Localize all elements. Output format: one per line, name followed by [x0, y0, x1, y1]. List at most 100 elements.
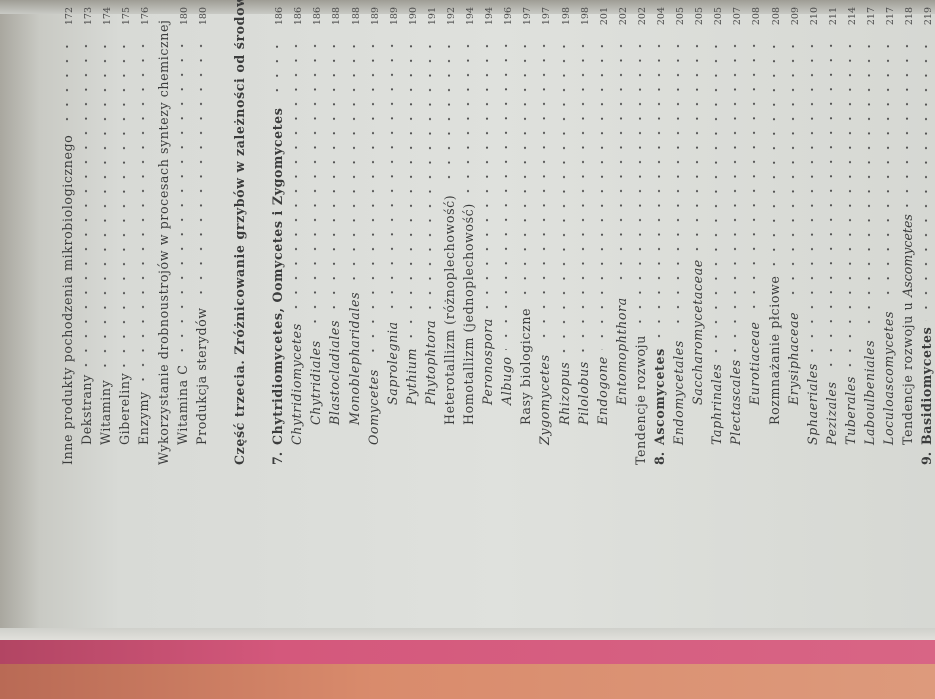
dot-leader [768, 39, 779, 270]
toc-entry-title: Enzymy [136, 391, 152, 445]
toc-entry-title: Wykorzystanie drobnoustrojów w procesach… [155, 19, 171, 465]
page-number: 208 [770, 7, 782, 26]
dot-leader [62, 39, 73, 129]
dot-leader [463, 39, 474, 198]
page-number: 217 [866, 7, 878, 26]
toc-entry-title: Laboulbeniales [862, 339, 878, 445]
toc-entry-title: Witaminy [98, 379, 114, 445]
toc-entry: Produkcja sterydów 180 [190, 7, 209, 465]
toc-entry-title: Monoblepharidales [346, 291, 362, 425]
dot-leader [711, 39, 722, 358]
dot-leader [367, 39, 378, 364]
toc-entry-title: Plectascales [728, 359, 744, 445]
book-cover-pink [0, 640, 935, 666]
toc-entry: Phytophtora 191 [419, 7, 438, 465]
toc-entry: Dekstrany 173 [75, 7, 94, 465]
dot-leader [749, 39, 760, 316]
toc-entry: Pilolobus 198 [572, 7, 591, 465]
toc-entry-title: Taphrinales [709, 363, 725, 445]
toc-entry-title: Endomycetales [671, 340, 687, 445]
toc-entry-title: Pythium [403, 347, 419, 405]
dot-leader [825, 39, 836, 376]
page-number: 218 [904, 7, 916, 26]
toc-entry-title: Erysiphaceae [785, 311, 801, 405]
toc-entry: Entomophthora 202 [610, 7, 629, 465]
chapter-number: 9. [919, 451, 935, 465]
toc-entry-title: Peronospora [480, 318, 496, 405]
toc-entry: Oomycetes 189 [362, 7, 381, 465]
dot-leader [883, 39, 894, 305]
toc-entry-title: Sphaeriales [804, 363, 820, 445]
chapter-title: Chytridiomycetes, Oomycetes i Zygomycete… [270, 107, 286, 445]
dot-leader [558, 39, 569, 356]
page-number: 186 [312, 7, 324, 26]
toc-entry: Rhizopus 198 [552, 7, 572, 465]
toc-entry: Loculoascomycetes 217 [877, 7, 896, 465]
toc-entry-title: Gibereliny [117, 372, 133, 445]
toc-entry: Chytridiomycetes 186 [285, 7, 304, 465]
dot-leader [386, 39, 397, 316]
page-number: 186 [293, 7, 305, 26]
toc-entry: 7. Chytridiomycetes, Oomycetes i Zygomyce… [266, 7, 285, 465]
toc-entry: Plectascales 207 [724, 7, 743, 465]
toc-entry: Homotallizm (jednoplechowość) 194 [457, 7, 476, 465]
page-number: 217 [885, 7, 897, 26]
toc-entry-title: Chytridiomycetes [289, 323, 305, 445]
toc-entry-title: Albugo [499, 356, 515, 405]
dot-leader [348, 39, 359, 286]
toc-entry: 9. Basidiomycetes 219 [915, 7, 934, 465]
toc-entry-title-italic: Ascomycetes [900, 214, 916, 297]
toc-entry: Laboulbeniales 217 [858, 7, 877, 465]
dot-leader [673, 39, 684, 335]
dot-leader [615, 39, 626, 292]
dot-leader [692, 39, 703, 254]
page-number: 180 [178, 7, 190, 26]
page-number: 176 [140, 7, 152, 26]
toc-entry: Blastocladiales 188 [323, 7, 342, 465]
page-number: 190 [407, 7, 419, 26]
page-number: 186 [274, 7, 286, 26]
dot-leader [577, 39, 588, 356]
toc-entry: Sphaeriales 210 [801, 7, 820, 465]
dot-leader [405, 39, 416, 342]
dot-leader [806, 39, 817, 358]
page-number: 178 [160, 0, 171, 7]
dot-leader [864, 39, 875, 334]
dot-leader [482, 39, 493, 313]
page-number: 205 [694, 7, 706, 26]
toc-entry: 8. Ascomycetes 204 [648, 7, 667, 465]
page-number: 174 [102, 7, 114, 26]
dot-leader [176, 39, 187, 359]
toc-entry-title: Blastocladiales [327, 319, 343, 425]
toc-entry: Pezizales 211 [820, 7, 839, 465]
toc-entry: Witamina C 180 [171, 7, 190, 465]
page-number: 202 [617, 7, 629, 26]
chapter-number: 7. [270, 451, 286, 465]
page-number: 202 [636, 7, 648, 26]
toc-entry: Saprolegnia 189 [381, 7, 400, 465]
toc-entry: Część trzecia. Zróżnicowanie grzybów w z… [228, 0, 247, 465]
toc-entry: Wykorzystanie drobnoustrojów w procesach… [151, 7, 171, 465]
page-number: 204 [656, 7, 667, 26]
toc-entry: Peronospora 194 [476, 7, 495, 465]
toc-entry: Endomycetales 205 [667, 7, 686, 465]
toc-entry: Zygomycetes 197 [533, 7, 552, 465]
dot-leader [654, 39, 664, 343]
dot-leader [921, 39, 932, 321]
page-number: 209 [789, 7, 801, 26]
dot-leader [501, 39, 512, 351]
toc-entry: Pythium 190 [400, 7, 419, 465]
toc-entry: Erysiphaceae 209 [782, 7, 801, 465]
toc-spacer [209, 7, 228, 465]
toc-entry-title: Oomycetes [365, 369, 381, 445]
toc-entry: Albugo 196 [495, 7, 514, 465]
toc-entry: Saccharomycetaceae 205 [686, 7, 705, 465]
toc-entry-title: Entomophthora [613, 297, 629, 405]
dot-leader [329, 39, 340, 314]
dot-leader [520, 39, 531, 302]
page-number: 205 [713, 7, 725, 26]
table-of-contents: Inne produkty pochodzenia mikrobiologicz… [56, 0, 935, 465]
toc-entry-title: Witamina C [174, 364, 190, 445]
toc-entry: Monoblepharidales 188 [342, 7, 362, 465]
